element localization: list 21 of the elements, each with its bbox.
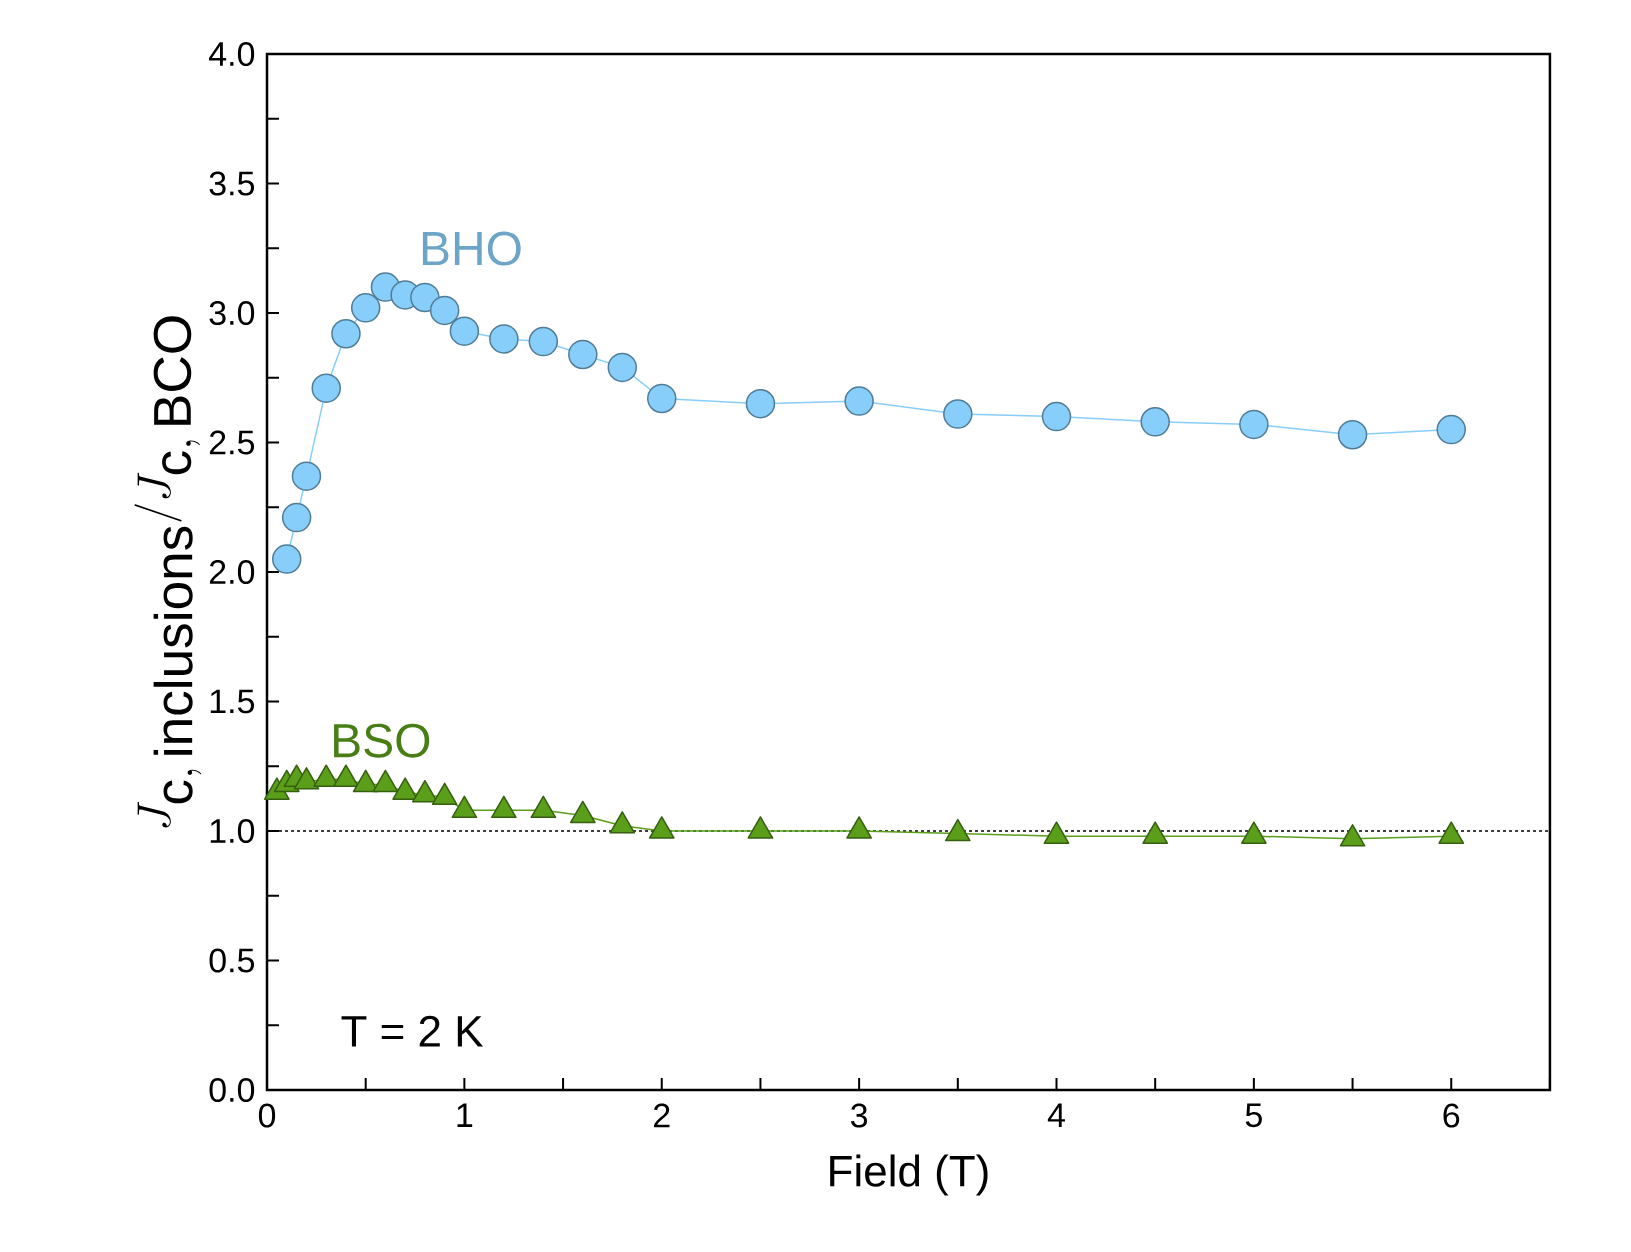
- y-axis-title: $J_{\mathrm{c,\,inclusions}}/J_{\mathrm{c,\,BCO}}$: [134, 316, 202, 828]
- x-tick-label: 0: [258, 1103, 276, 1128]
- x-tick-label: 1: [457, 1103, 473, 1127]
- y-tick-label: 2.5: [209, 430, 255, 455]
- y-tick-label: 2.0: [209, 559, 255, 585]
- series-label: BHO: [422, 231, 521, 266]
- y-tick-label: 1.0: [210, 818, 255, 844]
- y-tick-label: 4.0: [208, 41, 255, 67]
- y-tick-label: 3.5: [209, 171, 255, 196]
- x-tick-label: 2: [654, 1103, 670, 1128]
- series-label: BSO: [334, 723, 430, 758]
- x-tick-label: 5: [1245, 1103, 1262, 1128]
- x-tick-label: 6: [1443, 1103, 1460, 1128]
- y-tick-label: 3.0: [209, 300, 255, 326]
- y-tick-label: 1.5: [210, 689, 255, 714]
- x-axis-title: Field (T): [830, 1154, 988, 1196]
- x-tick-label: 4: [1047, 1103, 1065, 1127]
- y-tick-label: 0.0: [209, 1077, 255, 1103]
- annotation: T = 2 K: [341, 1015, 484, 1047]
- y-tick-label: 0.5: [209, 948, 255, 973]
- x-tick-label: 3: [850, 1103, 868, 1128]
